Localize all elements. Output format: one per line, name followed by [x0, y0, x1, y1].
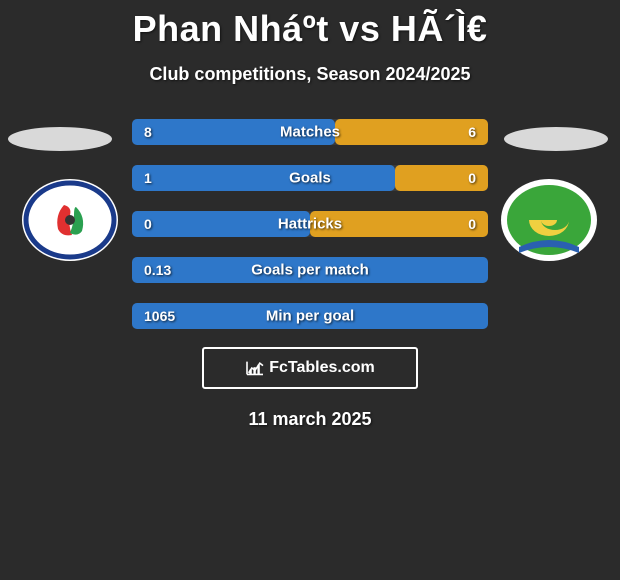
stat-value-right: 6 [468, 124, 476, 140]
date-text: 11 march 2025 [0, 409, 620, 430]
stat-row: 0.13 Goals per match [132, 257, 488, 283]
stat-label: Goals [289, 170, 331, 187]
page-subtitle: Club competitions, Season 2024/2025 [0, 64, 620, 85]
stat-row: 0 0 Hattricks [132, 211, 488, 237]
stat-label: Hattricks [278, 216, 342, 233]
stat-value-right: 0 [468, 216, 476, 232]
stat-row: 1 0 Goals [132, 165, 488, 191]
stat-label: Matches [280, 124, 340, 141]
stat-bar-left-fill [132, 165, 395, 191]
page-title: Phan Nháº­t vs HÃ´Ì€ [0, 0, 620, 50]
attribution-box: FcTables.com [202, 347, 418, 389]
stat-label: Min per goal [266, 308, 354, 325]
attribution-text: FcTables.com [269, 359, 375, 377]
stat-label: Goals per match [251, 262, 369, 279]
stat-row: 1065 Min per goal [132, 303, 488, 329]
stat-row: 8 6 Matches [132, 119, 488, 145]
chart-icon [245, 360, 265, 376]
stat-value-left: 0.13 [144, 262, 171, 278]
stat-value-right: 0 [468, 170, 476, 186]
stat-value-left: 1065 [144, 308, 175, 324]
stats-bars: 8 6 Matches 1 0 Goals 0 0 Hattricks 0.13 Goals per… [132, 119, 488, 329]
stat-bar-right-fill [335, 119, 488, 145]
stat-value-left: 0 [144, 216, 152, 232]
stat-value-left: 1 [144, 170, 152, 186]
stat-value-left: 8 [144, 124, 152, 140]
